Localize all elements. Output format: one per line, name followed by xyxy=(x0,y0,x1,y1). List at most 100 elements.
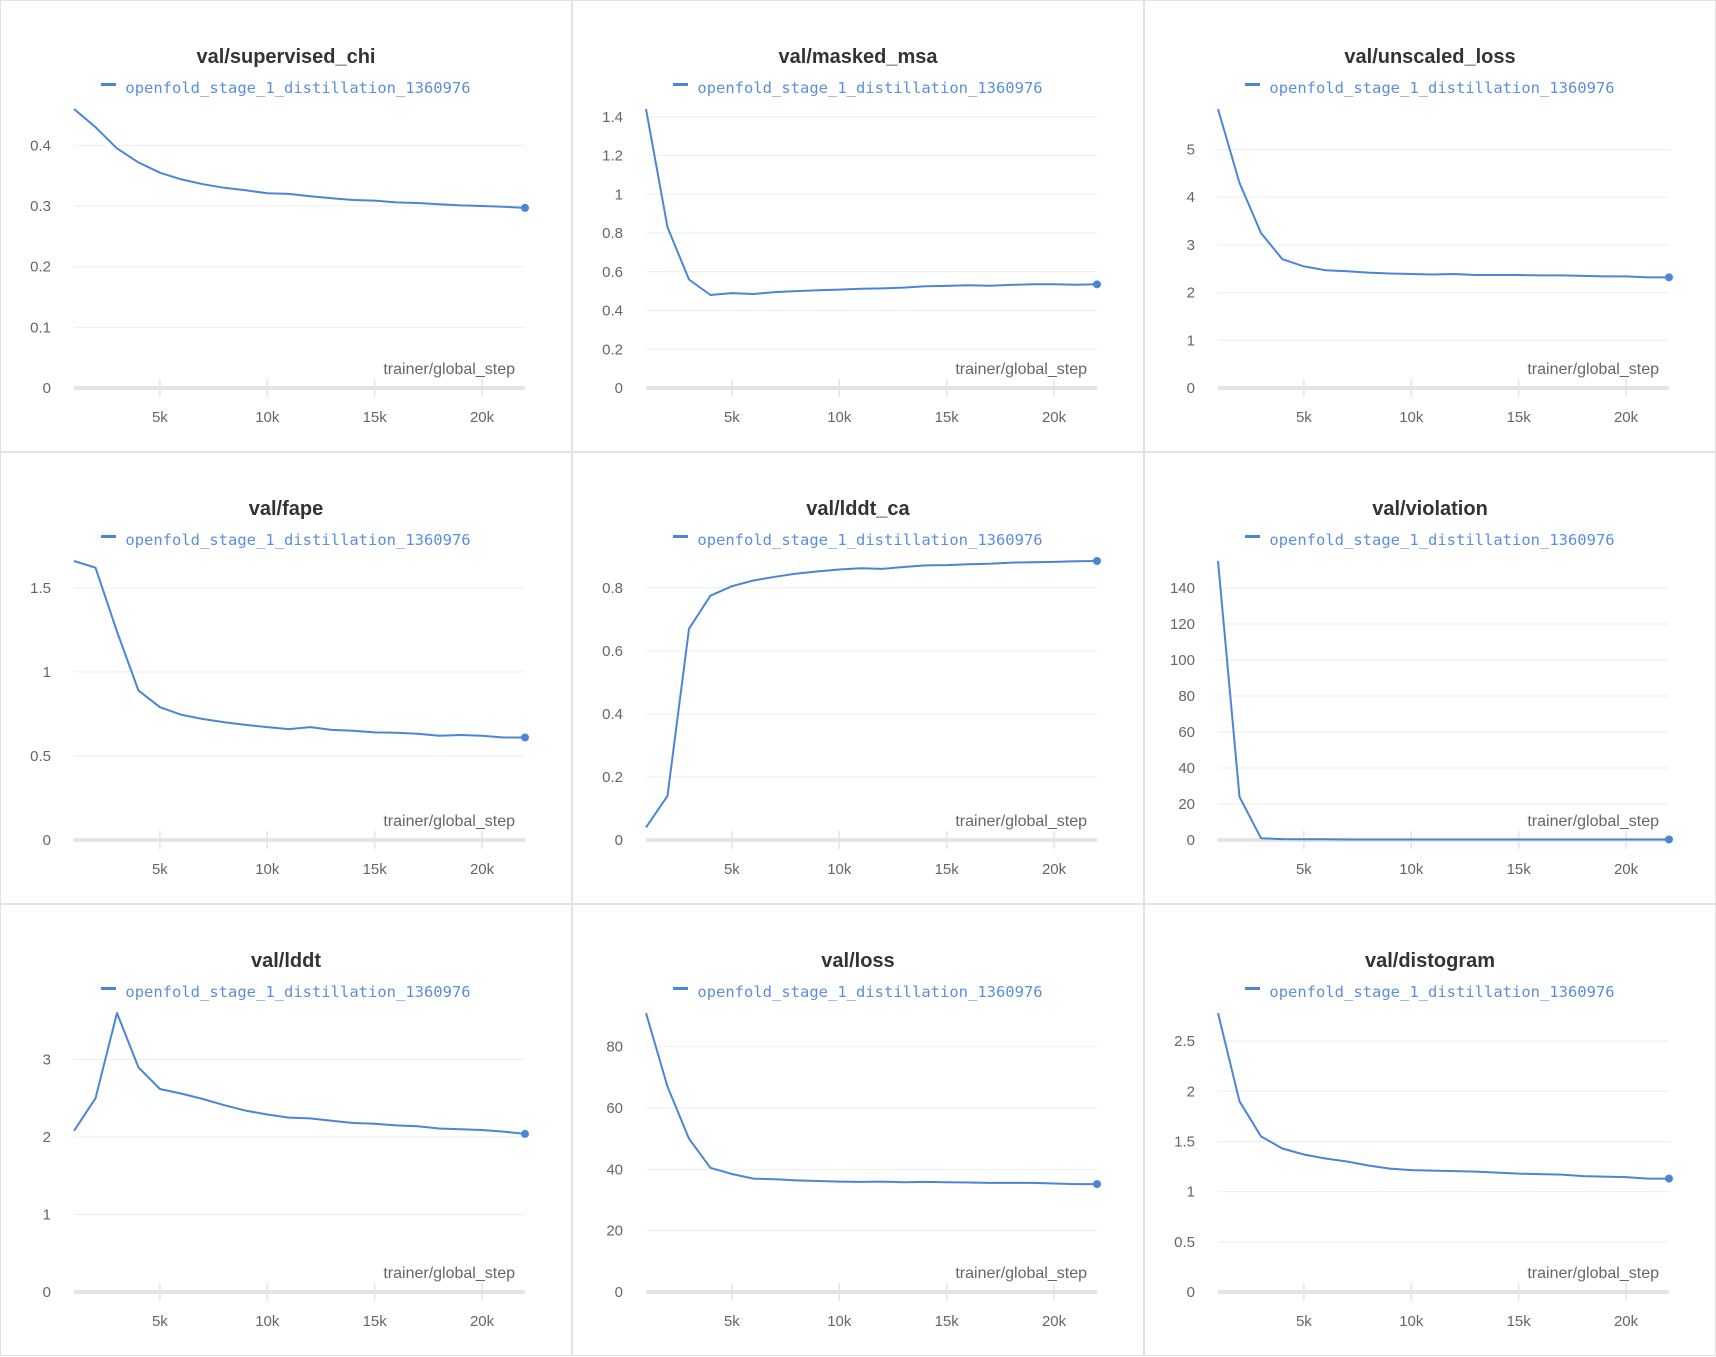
x-tick-label: 10k xyxy=(1399,861,1424,878)
legend[interactable]: openfold_stage_1_distillation_1360976 xyxy=(1,983,571,1001)
chart-panel-lddt: val/lddt openfold_stage_1_distillation_1… xyxy=(0,904,572,1356)
y-tick-label: 0.5 xyxy=(1174,1234,1195,1251)
legend[interactable]: openfold_stage_1_distillation_1360976 xyxy=(573,79,1143,97)
chart-plot[interactable]: 0 0.1 0.2 0.3 0.4 5k 10k 15k 20k trainer/global_s… xyxy=(1,1,573,453)
series-line xyxy=(1217,560,1669,841)
chart-plot[interactable]: 0 0.5 1 1.5 5k 10k 15k 20k trainer/global_step xyxy=(1,453,573,905)
chart-title: val/unscaled_loss xyxy=(1344,46,1516,68)
x-tick-label: 10k xyxy=(1399,1313,1424,1330)
x-axis-label: trainer/global_step xyxy=(1527,813,1659,830)
legend-swatch-icon xyxy=(1245,987,1261,990)
legend-label: openfold_stage_1_distillation_1360976 xyxy=(1269,79,1615,97)
y-tick-label: 20 xyxy=(606,1223,623,1240)
y-tick-label: 0.2 xyxy=(30,259,51,276)
x-tick-label: 20k xyxy=(470,1313,495,1330)
chart-title: val/lddt xyxy=(250,950,321,972)
x-tick-label: 5k xyxy=(1296,409,1312,426)
legend[interactable]: openfold_stage_1_distillation_1360976 xyxy=(1,531,571,549)
y-tick-label: 1.4 xyxy=(602,109,623,126)
y-tick-label: 0 xyxy=(615,832,623,849)
legend[interactable]: openfold_stage_1_distillation_1360976 xyxy=(1145,79,1715,97)
series-line xyxy=(1217,1012,1669,1180)
legend-label: openfold_stage_1_distillation_1360976 xyxy=(697,531,1043,549)
chart-title: val/violation xyxy=(1372,498,1488,520)
y-tick-label: 0.8 xyxy=(602,225,623,242)
chart-panel-lddt-ca: val/lddt_ca openfold_stage_1_distillatio… xyxy=(572,452,1144,904)
chart-plot[interactable]: 0 20 40 60 80 5k 10k 15k 20k trainer/global_step xyxy=(573,905,1145,1357)
x-tick-label: 20k xyxy=(470,861,495,878)
y-tick-label: 5 xyxy=(1187,142,1195,159)
legend[interactable]: openfold_stage_1_distillation_1360976 xyxy=(1145,531,1715,549)
chart-panel-unscaled-loss: val/unscaled_loss openfold_stage_1_disti… xyxy=(1144,0,1716,452)
x-tick-label: 15k xyxy=(363,409,388,426)
chart-panel-violation: val/violation openfold_stage_1_distillat… xyxy=(1144,452,1716,904)
y-tick-label: 40 xyxy=(1178,760,1195,777)
chart-plot[interactable]: 0 1 2 3 5k 10k 15k 20k trainer/global_step xyxy=(1,905,573,1357)
y-tick-label: 0.6 xyxy=(602,643,623,660)
chart-plot[interactable]: 0 1 2 3 4 5 5k 10k 15k 20k trainer/global_step xyxy=(1145,1,1716,453)
legend-label: openfold_stage_1_distillation_1360976 xyxy=(1269,531,1615,549)
x-tick-label: 20k xyxy=(1614,409,1639,426)
legend-swatch-icon xyxy=(673,83,689,86)
legend-label: openfold_stage_1_distillation_1360976 xyxy=(697,983,1043,1001)
y-tick-label: 0.4 xyxy=(30,137,51,154)
y-tick-label: 60 xyxy=(606,1100,623,1117)
legend[interactable]: openfold_stage_1_distillation_1360976 xyxy=(573,983,1143,1001)
y-tick-label: 0.8 xyxy=(602,580,623,597)
y-tick-label: 2 xyxy=(43,1129,51,1146)
y-tick-label: 1 xyxy=(1187,1184,1195,1201)
y-tick-label: 0.4 xyxy=(602,706,623,723)
y-tick-label: 100 xyxy=(1170,652,1195,669)
y-tick-label: 120 xyxy=(1170,616,1195,633)
y-tick-label: 3 xyxy=(43,1052,51,1069)
chart-title: val/supervised_chi xyxy=(196,46,376,68)
x-axis-label: trainer/global_step xyxy=(383,1265,515,1282)
legend[interactable]: openfold_stage_1_distillation_1360976 xyxy=(573,531,1143,549)
series-line xyxy=(73,108,526,209)
series-line xyxy=(1217,108,1669,279)
y-tick-label: 140 xyxy=(1170,580,1195,597)
y-tick-label: 0.6 xyxy=(602,264,623,281)
x-tick-label: 20k xyxy=(1614,1313,1639,1330)
y-tick-label: 1 xyxy=(43,1207,51,1224)
series-end-point xyxy=(521,203,529,212)
x-tick-label: 20k xyxy=(470,409,495,426)
chart-panel-fape: val/fape openfold_stage_1_distillation_1… xyxy=(0,452,572,904)
y-tick-label: 2 xyxy=(1187,1083,1195,1100)
legend[interactable]: openfold_stage_1_distillation_1360976 xyxy=(1145,983,1715,1001)
y-tick-label: 80 xyxy=(606,1039,623,1056)
legend-swatch-icon xyxy=(101,535,117,538)
x-tick-label: 10k xyxy=(255,861,280,878)
series-end-point xyxy=(1665,1174,1673,1183)
chart-plot[interactable]: 0 0.2 0.4 0.6 0.8 1 1.2 1.4 5k 10k 15k 20k trainer/g… xyxy=(573,1,1145,453)
series-line xyxy=(73,560,525,739)
y-tick-label: 0 xyxy=(615,1284,623,1301)
chart-plot[interactable]: 0 0.2 0.4 0.6 0.8 5k 10k 15k 20k trainer/global_s… xyxy=(573,453,1145,905)
chart-plot[interactable]: 0 20 40 60 80 100 120 140 5k 10k 15k 20k trainer/glo… xyxy=(1145,453,1716,905)
x-axis-label: trainer/global_step xyxy=(1527,1265,1659,1282)
y-tick-label: 1 xyxy=(615,186,623,203)
x-tick-label: 10k xyxy=(827,1313,852,1330)
chart-panel-loss: val/loss openfold_stage_1_distillation_1… xyxy=(572,904,1144,1356)
series-end-point xyxy=(1665,835,1673,844)
x-tick-label: 10k xyxy=(827,861,852,878)
chart-title: val/lddt_ca xyxy=(806,498,910,520)
x-axis-label: trainer/global_step xyxy=(383,813,515,830)
x-tick-label: 15k xyxy=(935,409,960,426)
legend[interactable]: openfold_stage_1_distillation_1360976 xyxy=(1,79,571,97)
y-tick-label: 0 xyxy=(43,380,51,397)
x-axis-label: trainer/global_step xyxy=(383,361,515,378)
legend-label: openfold_stage_1_distillation_1360976 xyxy=(697,79,1043,97)
x-tick-label: 15k xyxy=(1507,409,1532,426)
chart-title: val/masked_msa xyxy=(778,46,938,68)
x-tick-label: 10k xyxy=(255,409,280,426)
legend-swatch-icon xyxy=(1245,83,1261,86)
chart-plot[interactable]: 0 0.5 1 1.5 2 2.5 5k 10k 15k 20k trainer/global_st… xyxy=(1145,905,1716,1357)
y-tick-label: 0 xyxy=(1187,380,1195,397)
chart-title: val/distogram xyxy=(1364,950,1496,972)
legend-label: openfold_stage_1_distillation_1360976 xyxy=(1269,983,1615,1001)
y-tick-label: 0 xyxy=(615,380,623,397)
x-axis-label: trainer/global_step xyxy=(955,813,1087,830)
series-end-point xyxy=(1093,280,1101,289)
x-axis-label: trainer/global_step xyxy=(955,361,1087,378)
